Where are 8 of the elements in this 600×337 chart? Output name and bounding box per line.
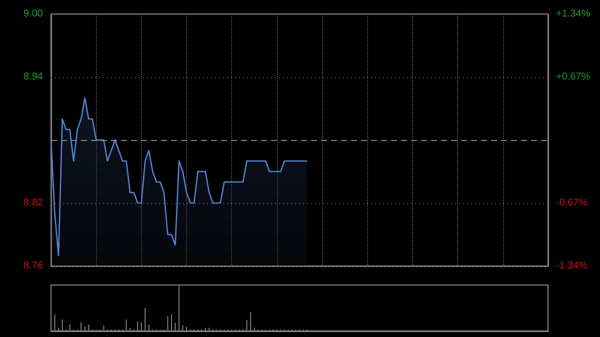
y2-tick-label: +0.67% xyxy=(556,72,590,82)
y-tick-label: 8.82 xyxy=(24,198,44,208)
y-tick-label: 8.76 xyxy=(24,260,44,272)
y2-tick-label: -1.34% xyxy=(556,260,588,272)
y2-tick-label: +1.34% xyxy=(556,8,590,20)
y2-tick-label: -0.67% xyxy=(556,198,588,208)
y-tick-label: 8.94 xyxy=(24,72,44,82)
y-tick-label: 9.00 xyxy=(24,8,44,20)
